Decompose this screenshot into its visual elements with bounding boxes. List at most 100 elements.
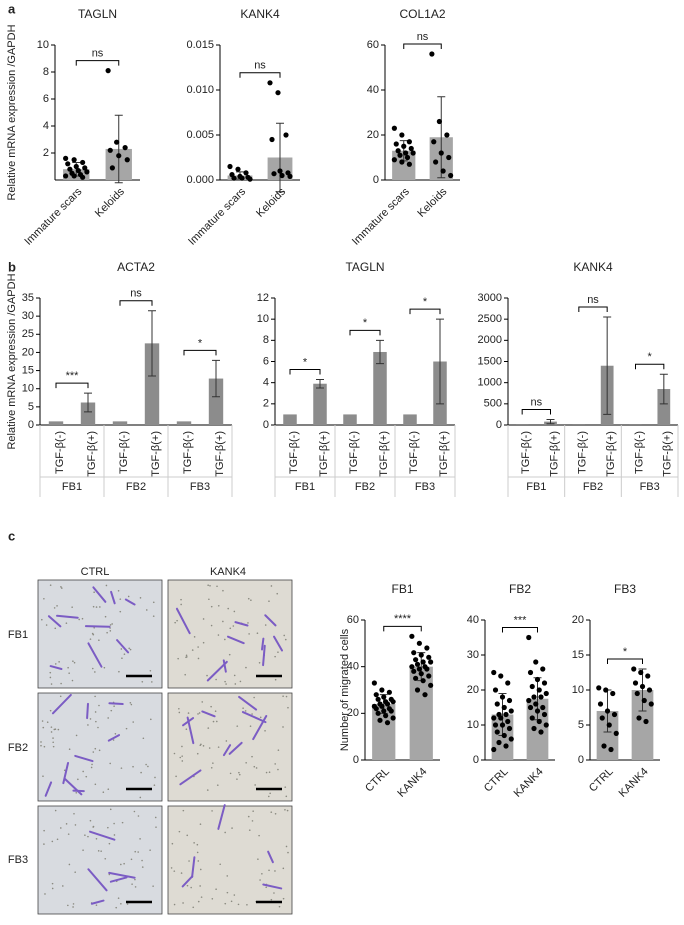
data-point xyxy=(383,713,389,719)
x-tick-label: Immature scars xyxy=(22,185,84,247)
pore xyxy=(268,869,270,872)
data-point xyxy=(399,159,405,165)
data-point xyxy=(375,696,381,702)
data-point xyxy=(639,683,646,690)
bar xyxy=(373,351,387,425)
group-label: FB1 xyxy=(295,481,315,493)
pore xyxy=(284,638,287,641)
data-point xyxy=(82,165,88,171)
pore xyxy=(187,712,190,714)
significance-label: * xyxy=(423,296,428,308)
pore xyxy=(73,812,75,815)
y-axis-label: Relative mRNA expression /GAPDH xyxy=(6,273,18,449)
pore xyxy=(104,857,107,860)
data-point xyxy=(534,708,541,714)
significance-label: ns xyxy=(254,60,266,72)
pore xyxy=(60,586,62,588)
pore xyxy=(91,667,94,670)
chart-title: TAGLN xyxy=(78,7,117,21)
pore xyxy=(258,834,260,837)
pore xyxy=(57,728,60,731)
y-tick-label: 8 xyxy=(263,334,269,346)
pore xyxy=(251,820,254,822)
pore xyxy=(247,815,250,818)
data-point xyxy=(492,687,499,693)
pore xyxy=(282,897,285,900)
pore xyxy=(129,702,132,704)
cell xyxy=(44,781,53,797)
pore xyxy=(233,894,236,896)
bar xyxy=(631,690,654,760)
pore xyxy=(113,822,115,825)
pore xyxy=(274,655,276,658)
panel-label: b xyxy=(8,259,16,274)
pore xyxy=(193,842,195,844)
data-point xyxy=(283,132,289,138)
pore xyxy=(44,893,46,895)
pore xyxy=(174,621,176,624)
pore xyxy=(91,632,94,635)
pore xyxy=(236,725,239,727)
pore xyxy=(261,872,263,875)
pore xyxy=(217,604,220,607)
cell xyxy=(56,614,79,619)
x-tick-label: CTRL xyxy=(363,766,392,795)
data-point xyxy=(526,634,532,641)
data-point xyxy=(63,155,69,161)
data-point xyxy=(438,150,444,156)
pore xyxy=(176,619,178,622)
significance-label: * xyxy=(648,351,653,363)
bar xyxy=(80,402,96,425)
error-bar xyxy=(603,316,612,415)
y-tick-label: 1000 xyxy=(478,377,502,389)
pore xyxy=(49,671,52,674)
pore xyxy=(92,751,95,753)
cell xyxy=(74,754,94,763)
data-point xyxy=(227,163,233,170)
pore xyxy=(212,762,214,764)
pore xyxy=(265,771,268,774)
pore xyxy=(170,867,173,869)
pore xyxy=(197,646,199,648)
y-tick-label: 40 xyxy=(367,84,379,96)
pore xyxy=(141,866,144,868)
pore xyxy=(207,727,210,729)
pore xyxy=(68,863,71,866)
y-tick-label: 5 xyxy=(578,719,584,731)
pore xyxy=(109,808,112,811)
data-point xyxy=(541,711,548,718)
pore xyxy=(71,606,73,608)
pore xyxy=(51,840,54,843)
pore xyxy=(180,603,182,606)
pore xyxy=(89,638,92,640)
pore xyxy=(109,624,112,626)
y-tick-label: 15 xyxy=(572,649,584,661)
data-point xyxy=(406,139,412,145)
data-point xyxy=(611,711,618,718)
pore xyxy=(130,858,133,861)
pore xyxy=(100,850,102,852)
pore xyxy=(228,653,231,656)
pore xyxy=(264,729,266,732)
pore xyxy=(239,680,242,683)
y-tick-label: 25 xyxy=(22,328,34,340)
data-point xyxy=(428,682,434,688)
x-tick-label: TGF-β(-) xyxy=(408,431,420,474)
x-tick-label: KANK4 xyxy=(617,766,651,800)
y-tick-label: 40 xyxy=(467,614,479,626)
pore xyxy=(59,695,62,698)
y-tick-label: 0 xyxy=(473,754,479,766)
pore xyxy=(233,610,236,613)
data-point xyxy=(508,708,514,714)
pore xyxy=(109,762,111,765)
y-tick-label: 20 xyxy=(572,614,584,626)
pore xyxy=(224,638,226,641)
x-tick-label: TGF-β(-) xyxy=(182,431,194,474)
pore xyxy=(142,737,145,740)
pore xyxy=(43,745,46,748)
pore xyxy=(277,749,280,751)
pore xyxy=(117,590,120,592)
data-point xyxy=(424,666,430,672)
pore xyxy=(134,886,137,888)
error-bar xyxy=(437,96,446,179)
